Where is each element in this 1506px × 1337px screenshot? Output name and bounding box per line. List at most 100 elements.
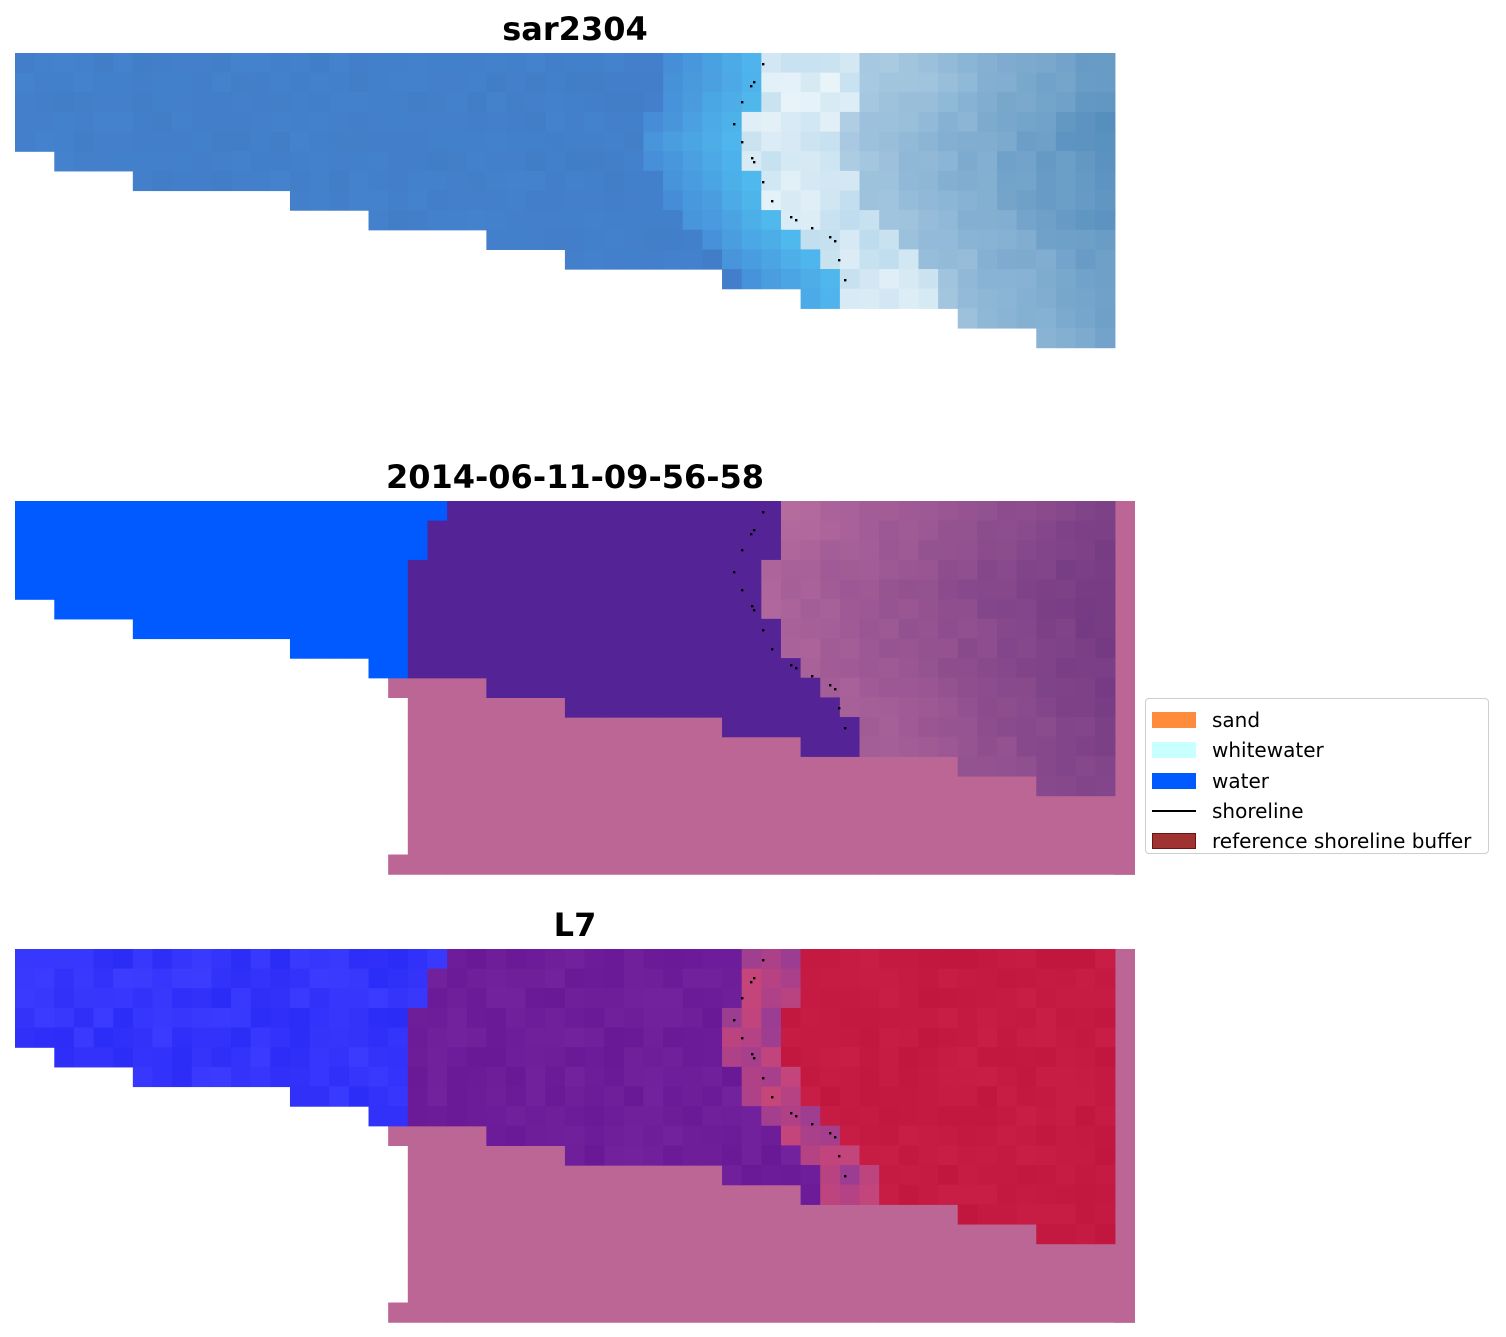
buffer-cell bbox=[1095, 1302, 1116, 1323]
sar-pixel bbox=[73, 72, 95, 93]
buffer-cell bbox=[545, 1184, 566, 1205]
l7-pixel bbox=[368, 1106, 389, 1127]
sar-pixel bbox=[957, 229, 978, 250]
buffer-cell bbox=[997, 1302, 1018, 1323]
buffer-cell bbox=[741, 1243, 762, 1264]
buffer-cell bbox=[525, 775, 546, 797]
buffer-cell bbox=[564, 1282, 586, 1304]
sar-pixel bbox=[879, 53, 900, 74]
classified-pixel bbox=[1075, 618, 1096, 640]
buffer-cell bbox=[859, 1263, 880, 1284]
l7-pixel bbox=[879, 949, 900, 970]
l7-pixel bbox=[1055, 968, 1077, 989]
sar-pixel bbox=[879, 210, 900, 231]
sar-pixel bbox=[623, 72, 645, 93]
buffer-cell bbox=[604, 1302, 625, 1323]
classified-pixel bbox=[113, 559, 134, 581]
sar-pixel bbox=[388, 72, 409, 93]
buffer-cell bbox=[466, 1165, 487, 1186]
sar-pixel bbox=[309, 72, 330, 93]
l7-pixel bbox=[388, 1066, 409, 1088]
sar-pixel bbox=[859, 190, 880, 211]
sar-pixel bbox=[879, 72, 900, 93]
sar-pixel bbox=[270, 151, 291, 172]
l7-pixel bbox=[73, 988, 95, 1009]
l7-pixel bbox=[93, 968, 114, 989]
shoreline-point bbox=[844, 727, 847, 730]
classified-pixel bbox=[780, 540, 802, 561]
sar-pixel bbox=[957, 53, 978, 74]
l7-pixel bbox=[780, 968, 802, 989]
classified-pixel bbox=[447, 638, 468, 659]
sar-pixel bbox=[466, 111, 487, 133]
classified-pixel bbox=[957, 559, 978, 581]
classified-pixel bbox=[132, 540, 154, 561]
buffer-cell bbox=[623, 756, 645, 777]
l7-pixel bbox=[1075, 1066, 1096, 1088]
buffer-cell bbox=[722, 736, 743, 757]
sar-pixel bbox=[957, 269, 978, 290]
l7-pixel bbox=[1016, 1106, 1037, 1127]
buffer-cell bbox=[1016, 815, 1037, 836]
buffer-cell bbox=[997, 854, 1018, 875]
l7-pixel bbox=[1055, 1125, 1077, 1146]
buffer-cell bbox=[938, 1204, 959, 1225]
classified-pixel bbox=[506, 658, 527, 679]
buffer-cell bbox=[407, 815, 429, 836]
sar-pixel bbox=[702, 190, 723, 211]
l7-pixel bbox=[722, 1106, 743, 1127]
buffer-cell bbox=[623, 1204, 645, 1225]
l7-pixel bbox=[800, 1184, 821, 1205]
sar-pixel bbox=[506, 190, 527, 211]
l7-pixel bbox=[623, 1066, 645, 1088]
classified-pixel bbox=[152, 618, 173, 640]
l7-pixel bbox=[466, 988, 487, 1009]
l7-pixel bbox=[1095, 1086, 1116, 1107]
sar-pixel bbox=[132, 111, 154, 133]
sar-pixel bbox=[800, 249, 821, 270]
buffer-cell bbox=[918, 775, 939, 797]
classified-pixel bbox=[1075, 756, 1096, 777]
l7-pixel bbox=[977, 1184, 998, 1205]
classified-pixel bbox=[780, 559, 802, 581]
classified-pixel bbox=[957, 618, 978, 640]
sar-pixel bbox=[15, 72, 36, 93]
classified-pixel bbox=[879, 677, 900, 698]
buffer-cell bbox=[800, 815, 821, 836]
l7-pixel bbox=[73, 1007, 95, 1029]
l7-pixel bbox=[722, 949, 743, 970]
classified-pixel bbox=[388, 520, 409, 541]
classified-pixel bbox=[407, 579, 429, 600]
sar-pixel bbox=[741, 131, 762, 152]
buffer-cell bbox=[643, 1263, 664, 1284]
classified-pixel bbox=[466, 559, 487, 581]
l7-pixel bbox=[663, 1125, 684, 1146]
classified-pixel bbox=[722, 638, 743, 659]
l7-pixel bbox=[859, 968, 880, 989]
classified-pixel bbox=[564, 501, 586, 522]
l7-pixel bbox=[741, 1086, 762, 1107]
l7-pixel bbox=[309, 949, 330, 970]
sar-pixel bbox=[1075, 151, 1096, 172]
buffer-cell bbox=[800, 1204, 821, 1225]
sar-pixel bbox=[54, 53, 75, 74]
classified-pixel bbox=[643, 697, 664, 718]
classified-pixel bbox=[309, 559, 330, 581]
sar-pixel bbox=[447, 210, 468, 231]
classified-pixel bbox=[761, 677, 782, 698]
l7-pixel bbox=[1016, 1086, 1037, 1107]
sar-pixel bbox=[525, 53, 546, 74]
l7-pixel bbox=[289, 949, 311, 970]
buffer-cell bbox=[427, 854, 448, 875]
sar-pixel bbox=[427, 111, 448, 133]
sar-pixel bbox=[1055, 170, 1077, 192]
l7-pixel bbox=[172, 988, 193, 1009]
classified-pixel bbox=[15, 579, 36, 600]
classified-pixel bbox=[1095, 540, 1116, 561]
sar-pixel bbox=[722, 229, 743, 250]
classified-pixel bbox=[898, 697, 920, 718]
l7-pixel bbox=[957, 968, 978, 989]
l7-pixel bbox=[1016, 1047, 1037, 1068]
sar-pixel bbox=[1075, 327, 1096, 349]
l7-pixel bbox=[93, 949, 114, 970]
